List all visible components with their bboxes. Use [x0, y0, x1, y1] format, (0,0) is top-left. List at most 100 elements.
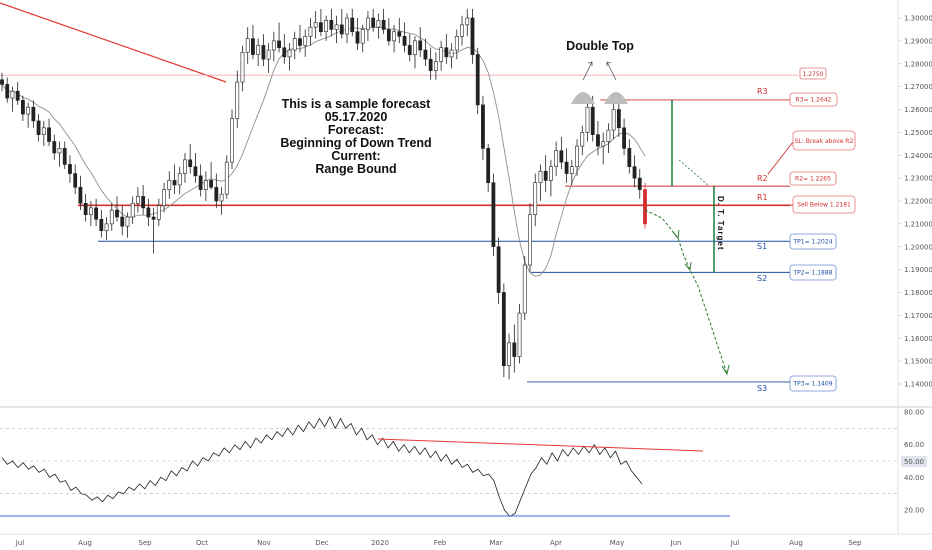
price-tick-label: 1.30000	[904, 15, 932, 23]
candle-body	[5, 84, 10, 99]
candle-body	[371, 17, 376, 28]
marked-price-tag: 1.2750	[799, 67, 827, 80]
double-top-arrow-left	[582, 61, 593, 81]
candle-body	[162, 189, 166, 206]
marked-price-text: 1.2750	[803, 71, 824, 78]
candle-body	[554, 150, 559, 167]
forecast-path	[644, 209, 728, 375]
level-r3-box	[789, 92, 838, 107]
candle-body	[209, 180, 214, 188]
indicator-tick-label: 20.00	[904, 507, 924, 515]
candle-body	[543, 170, 548, 181]
candle-body	[376, 19, 381, 28]
candle-body	[428, 58, 433, 71]
indicator-divergence-line	[377, 438, 704, 452]
price-tick-label: 1.23000	[904, 175, 932, 183]
price-tick-label: 1.29000	[904, 37, 932, 45]
x-tick-label: Jul	[15, 539, 25, 547]
level-s3-name: S3	[757, 384, 767, 393]
double-top-label: Double Top	[566, 39, 634, 53]
candle-body	[423, 49, 428, 60]
forecast-arrowhead	[684, 261, 692, 272]
level-r2-box	[789, 171, 837, 186]
level-s3-box	[789, 375, 837, 392]
candle-body	[360, 29, 365, 44]
level-r1-box	[792, 195, 856, 214]
candle-body	[533, 182, 538, 216]
candle-body	[88, 207, 93, 216]
level-s2: S2 TP2= 1.1888	[757, 264, 837, 283]
candle-body	[324, 19, 329, 33]
candle-body	[601, 141, 606, 147]
indicator-tick-label: 80.00	[904, 409, 924, 417]
forecast-arrowhead	[672, 229, 680, 240]
candle-body	[41, 127, 46, 135]
candle-body	[188, 159, 193, 167]
candle-body	[606, 129, 611, 142]
candle-body	[627, 148, 632, 167]
candle-body	[177, 173, 182, 186]
candle-body	[282, 47, 287, 58]
candle-body	[62, 148, 67, 165]
candle-body	[94, 207, 98, 220]
candles	[0, 8, 647, 380]
candle-body	[73, 173, 78, 188]
level-r3-box-text: R3= 1.2642	[796, 97, 832, 104]
indicator-current-box	[901, 456, 927, 467]
candle-body	[109, 209, 114, 225]
candle-body	[214, 186, 219, 202]
level-r3: R3 R3= 1.2642	[757, 87, 838, 107]
level-s2-box	[789, 264, 837, 281]
level-r2-name: R2	[757, 174, 768, 183]
candle-body	[271, 40, 276, 51]
candle-body	[120, 216, 125, 227]
x-tick-label: Jun	[670, 539, 682, 547]
x-tick-label: Nov	[257, 539, 271, 547]
x-tick-label: Jul	[730, 539, 740, 547]
level-s1: S1 TP1= 1.2024	[757, 233, 837, 251]
candle-body	[104, 223, 109, 232]
candle-body	[21, 100, 25, 115]
candle-body	[219, 193, 224, 202]
double-top-dome-right	[604, 92, 628, 104]
x-tick-label: 2020	[371, 539, 389, 547]
candle-body	[47, 127, 51, 142]
price-tick-label: 1.18000	[904, 289, 932, 297]
candle-body	[590, 106, 595, 135]
candle-body	[643, 189, 647, 225]
candle-body	[538, 170, 543, 183]
level-s1-box-text: TP1= 1.2024	[792, 239, 832, 246]
stop-loss-text: SL: Break above R2	[795, 138, 854, 145]
candle-body	[496, 246, 501, 293]
candle-body	[355, 31, 360, 44]
level-s2-name: S2	[757, 274, 767, 283]
candle-body	[308, 26, 313, 37]
candle-body	[580, 132, 585, 147]
candle-body	[78, 186, 83, 204]
indicator-tick-label: 60.00	[904, 441, 924, 449]
candle-body	[449, 49, 454, 58]
x-tick-label: Dec	[315, 539, 329, 547]
candle-body	[381, 19, 386, 30]
x-tick-label: Oct	[196, 539, 208, 547]
candle-body	[130, 202, 135, 218]
candle-body	[266, 49, 271, 60]
candle-body	[313, 22, 318, 28]
candle-body	[146, 207, 151, 218]
descending-trendline	[0, 2, 227, 83]
candle-body	[392, 31, 396, 42]
candle-body	[245, 38, 250, 53]
candle-body	[402, 35, 407, 46]
candle-body	[83, 202, 88, 216]
candle-body	[251, 38, 255, 55]
candle-body	[203, 180, 208, 190]
candle-body	[460, 24, 464, 37]
candle-body	[240, 52, 245, 83]
price-tick-label: 1.22000	[904, 198, 932, 206]
candle-body	[439, 47, 444, 62]
level-r1-name: R1	[757, 193, 768, 202]
level-s3-box-text: TP3= 1.1409	[792, 381, 832, 388]
drawings	[571, 61, 730, 376]
candle-body	[125, 216, 130, 227]
candle-body	[481, 104, 485, 149]
